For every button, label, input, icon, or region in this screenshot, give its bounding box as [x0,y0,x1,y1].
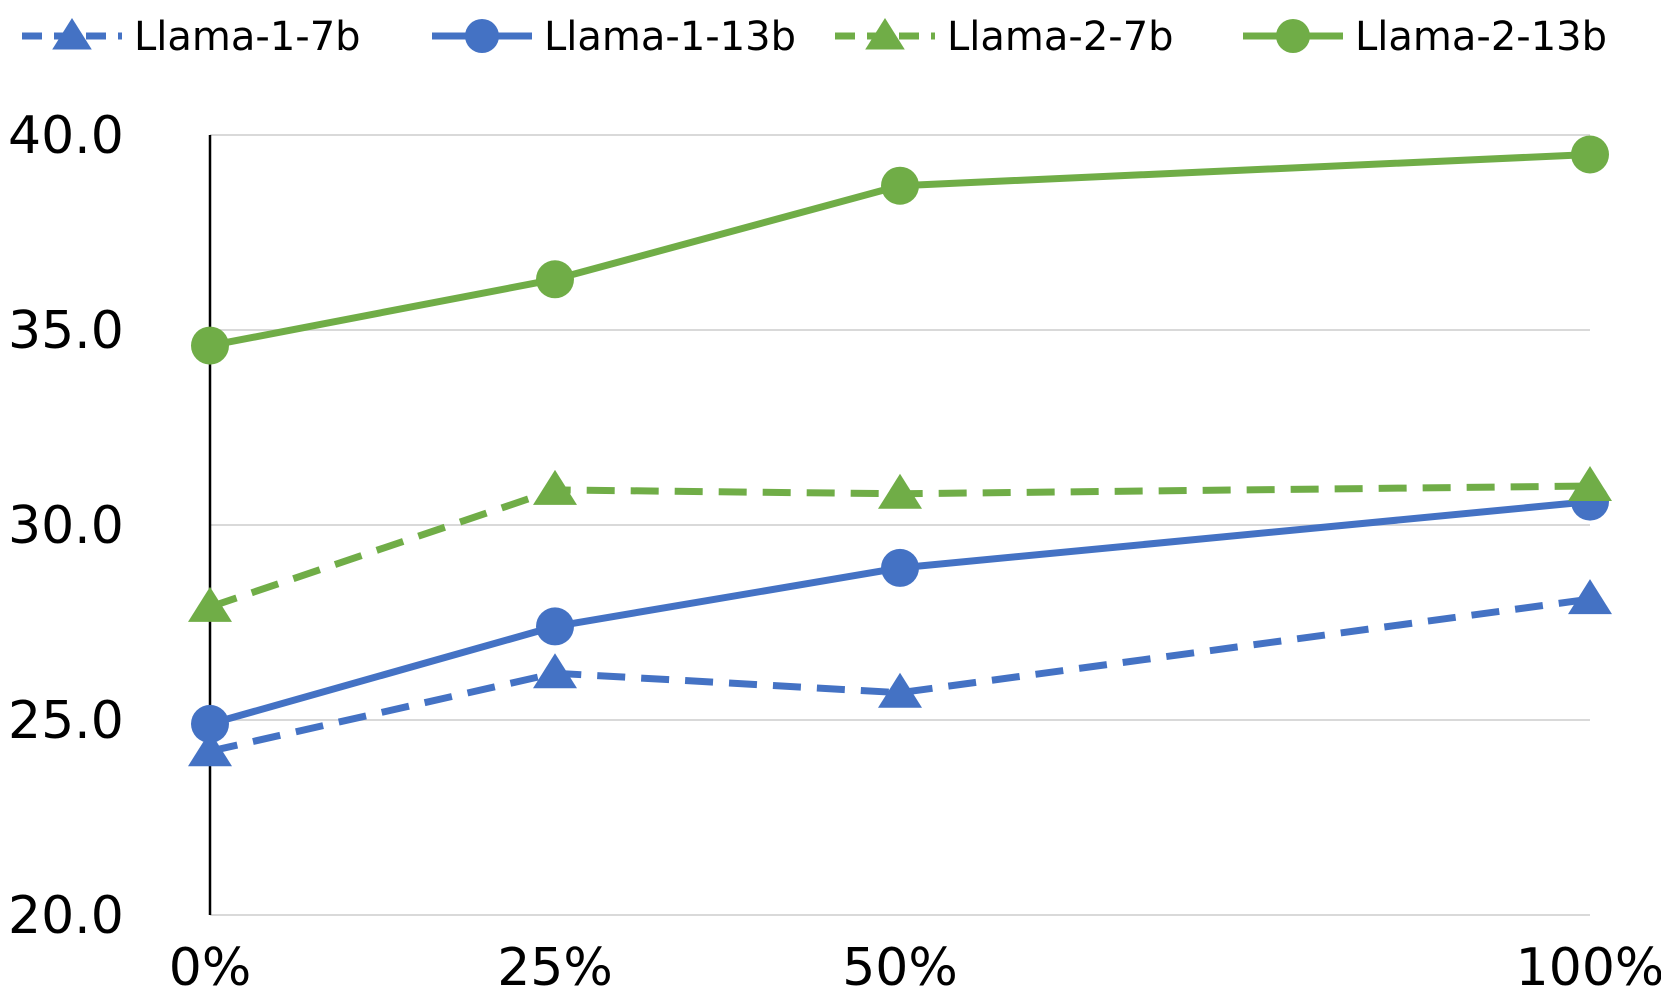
data-point [881,166,919,205]
x-tick-label: 100% [1516,938,1661,998]
axes: 20.0 25.0 30.0 35.0 40.0 0% 25% 50% 100% [8,106,1661,998]
data-point [188,731,232,767]
series-line [209,498,1591,728]
data-point [1571,135,1609,174]
series-llama-2-7b [188,466,1612,622]
data-point [878,473,922,509]
data-point [533,653,577,689]
legend-item: Llama-2-7b [835,14,1174,60]
legend-swatch-marker [1276,19,1310,53]
gridlines [210,134,1590,916]
y-tick-label: 25.0 [8,691,124,751]
x-tick-label: 50% [842,938,958,998]
series-llama-1-7b [188,579,1612,767]
x-tick-label: 0% [169,938,252,998]
y-tick-label: 20.0 [8,886,124,946]
x-tick-label: 25% [497,938,613,998]
legend-label: Llama-1-13b [544,14,796,60]
data-point [533,469,577,505]
data-point [188,586,232,622]
legend-item: Llama-2-13b [1243,14,1607,60]
series-llama-1-13b [191,482,1609,743]
legend-label: Llama-2-7b [947,14,1174,60]
y-tick-label: 30.0 [8,496,124,556]
series-line [209,595,1591,755]
y-tick-label: 40.0 [8,106,124,166]
legend-swatch-marker [465,19,499,53]
data-point [536,260,574,299]
data-point [1568,579,1612,615]
legend: Llama-1-7b Llama-1-13b Llama-2-7b Llama-2-1… [22,14,1607,60]
legend-swatch-marker [52,18,92,50]
series-line [209,151,1591,350]
series-lines [188,135,1612,767]
data-point [191,326,229,365]
data-point [881,548,919,587]
data-point [878,672,922,708]
legend-item: Llama-1-7b [22,14,361,60]
legend-label: Llama-1-7b [134,14,361,60]
data-point [536,607,574,646]
data-point [191,704,229,743]
legend-label: Llama-2-13b [1355,14,1607,60]
data-point [1568,466,1612,501]
legend-item: Llama-1-13b [432,14,796,60]
series-llama-2-13b [191,135,1609,365]
series-line [208,482,1591,611]
legend-swatch-marker [865,18,905,50]
y-tick-label: 35.0 [8,301,124,361]
